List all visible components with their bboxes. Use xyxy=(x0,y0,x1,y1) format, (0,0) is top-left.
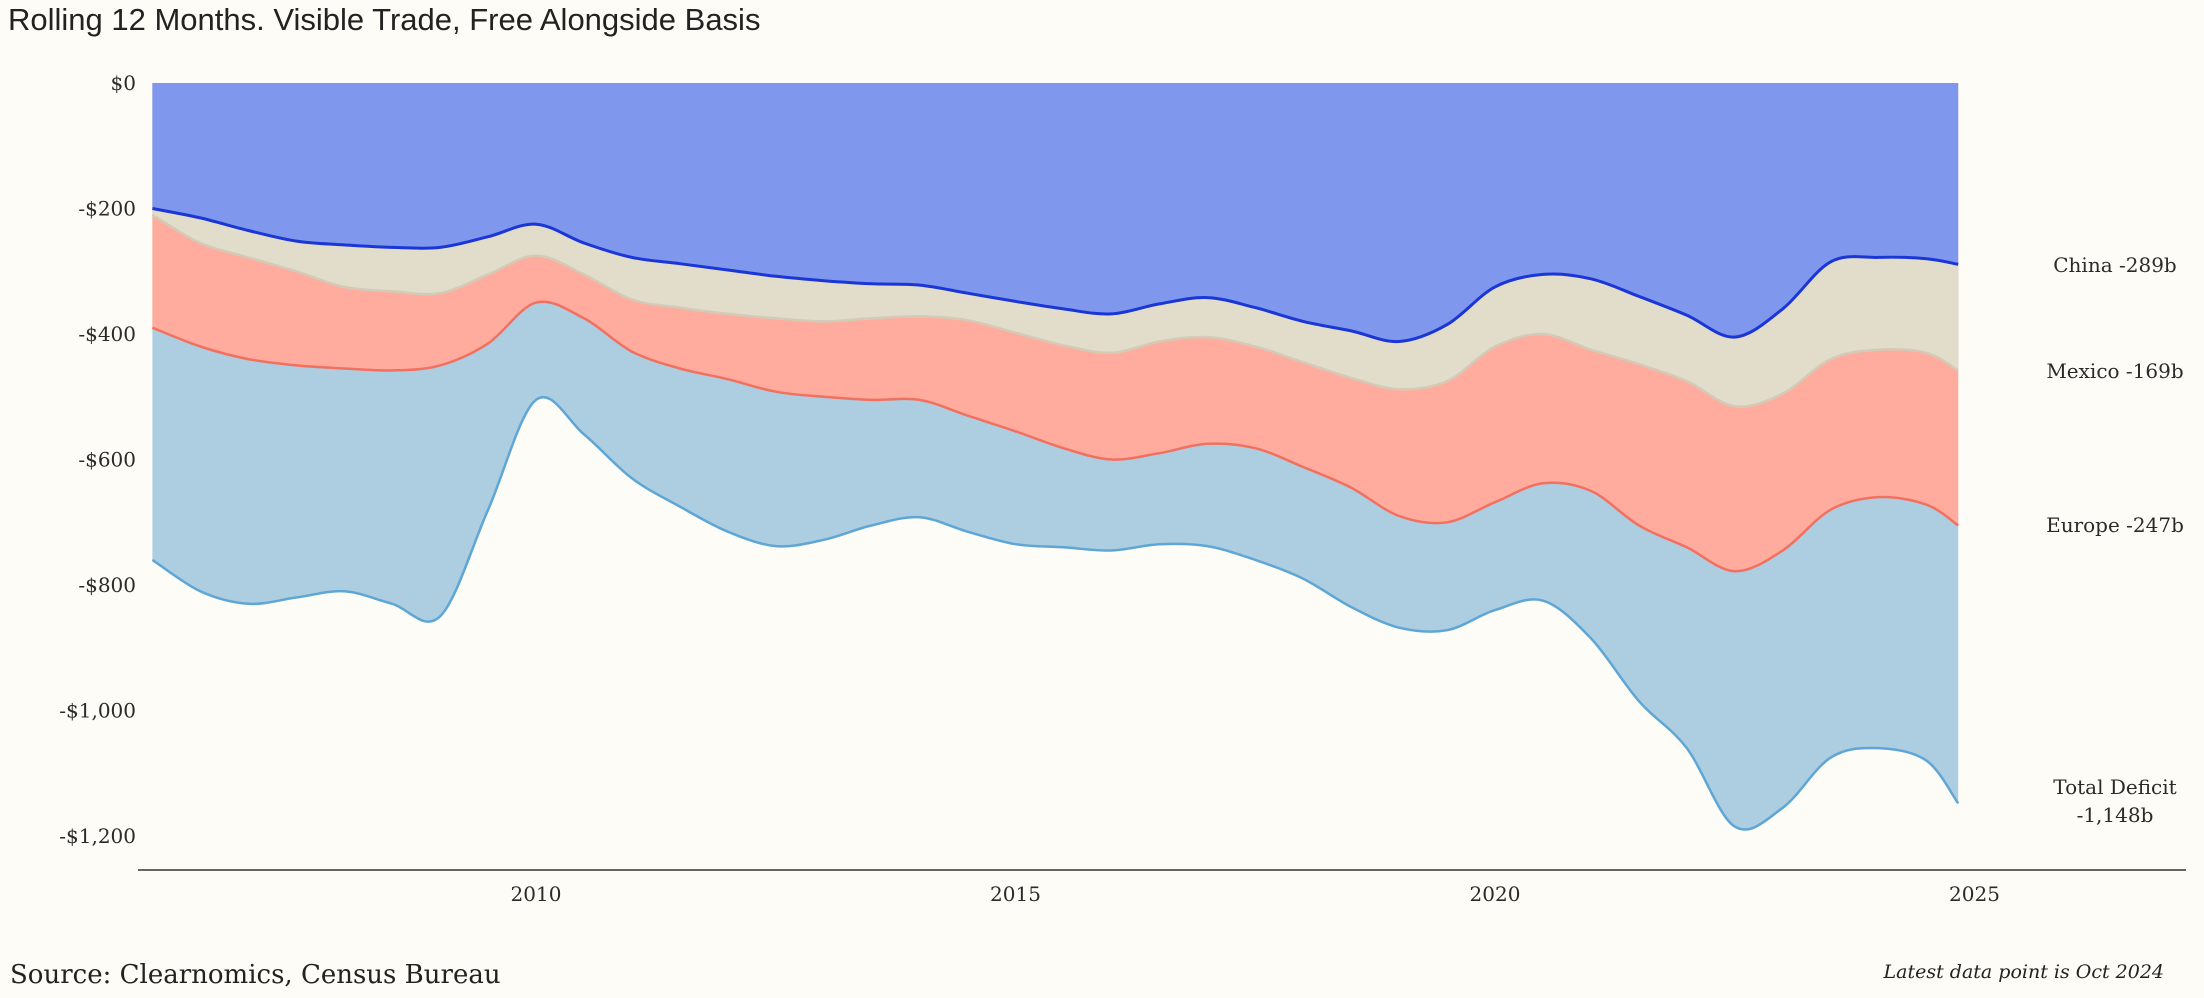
series-areas xyxy=(152,83,1959,830)
x-tick-label: 2020 xyxy=(1470,882,1521,906)
y-tick-label: -$1,200 xyxy=(59,824,136,848)
series-lines xyxy=(151,207,1960,831)
x-tick-label: 2015 xyxy=(990,882,1041,906)
y-tick-label: -$600 xyxy=(78,448,136,472)
total-deficit-value-label: -1,148b xyxy=(2077,803,2154,827)
axes: $0 -$200 -$400 -$600 -$800 -$1,000 -$1,200 2010… xyxy=(59,71,2186,906)
series-labels: China -289b Mexico -169b Europe -247b Total… xyxy=(2046,253,2184,827)
source-note: Source: Clearnomics, Census Bureau xyxy=(10,960,501,990)
y-tick-label: -$1,000 xyxy=(59,699,136,723)
mexico-line xyxy=(151,213,1959,408)
y-tick-label: $0 xyxy=(111,71,136,95)
total-deficit-line xyxy=(151,396,1960,831)
china-area xyxy=(152,83,1959,342)
china-label: China -289b xyxy=(2053,253,2176,277)
y-tick-label: -$200 xyxy=(78,197,136,221)
mexico-label: Mexico -169b xyxy=(2046,359,2183,383)
x-tick-label: 2025 xyxy=(1949,882,2000,906)
chart-title: Rolling 12 Months. Visible Trade, Free A… xyxy=(8,2,761,37)
y-tick-label: -$400 xyxy=(78,322,136,346)
europe-label: Europe -247b xyxy=(2046,513,2184,537)
latest-data-note: Latest data point is Oct 2024 xyxy=(1883,961,2164,983)
x-tick-label: 2010 xyxy=(511,882,562,906)
china-line xyxy=(152,207,1959,344)
y-tick-label: -$800 xyxy=(78,573,136,597)
europe-line xyxy=(151,300,1959,573)
total-deficit-label: Total Deficit xyxy=(2053,775,2176,799)
